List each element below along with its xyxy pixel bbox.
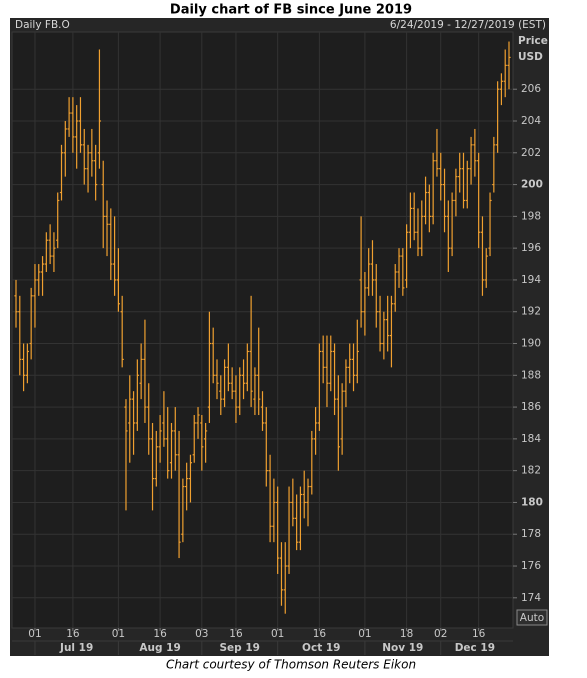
- month-label: Oct 19: [302, 642, 340, 654]
- plot-area: [11, 31, 514, 629]
- y-tick-label: 182: [521, 465, 541, 477]
- auto-label[interactable]: Auto: [520, 612, 544, 624]
- month-label: Aug 19: [139, 642, 180, 654]
- y-tick-label: 198: [521, 210, 541, 222]
- month-label: Dec 19: [455, 642, 495, 654]
- x-tick-label: 03: [195, 628, 208, 640]
- x-tick-label: 02: [434, 628, 447, 640]
- auto-button[interactable]: [516, 609, 548, 626]
- y-tick-label: 178: [521, 528, 541, 540]
- x-tick-label: 16: [153, 628, 167, 640]
- chart-title: Daily chart of FB since June 2019: [170, 3, 412, 18]
- symbol: Daily FB.O: [15, 19, 70, 31]
- y-tick-label: 188: [521, 369, 541, 381]
- y-tick-label: 176: [521, 560, 541, 572]
- y-tick-label: 194: [521, 274, 541, 286]
- caption: Chart courtesy of Thomson Reuters Eikon: [166, 658, 416, 672]
- y-tick-label: 186: [521, 401, 541, 413]
- x-tick-label: 01: [28, 628, 41, 640]
- y-unit: USD: [518, 51, 543, 63]
- month-label: Nov 19: [382, 642, 423, 654]
- y-tick-label: 184: [521, 433, 541, 445]
- y-tick-label: 196: [521, 242, 541, 254]
- x-tick-label: 01: [271, 628, 284, 640]
- date-range: 6/24/2019 - 12/27/2019 (EST): [390, 19, 546, 31]
- y-tick-label: 200: [521, 179, 543, 191]
- y-label: Price: [518, 35, 548, 47]
- x-tick-label: 16: [66, 628, 80, 640]
- y-tick-label: 190: [521, 338, 541, 350]
- x-tick-label: 01: [358, 628, 371, 640]
- y-tick-label: 206: [521, 83, 541, 95]
- y-tick-label: 204: [521, 115, 541, 127]
- y-tick-label: 180: [521, 496, 543, 508]
- month-label: Jul 19: [59, 642, 93, 654]
- month-label: Sep 19: [220, 642, 260, 654]
- x-tick-label: 16: [472, 628, 486, 640]
- x-tick-label: 18: [400, 628, 413, 640]
- y-tick-label: 174: [521, 592, 541, 604]
- x-tick-label: 16: [229, 628, 243, 640]
- x-tick-label: 01: [112, 628, 125, 640]
- y-tick-label: 202: [521, 147, 541, 159]
- y-tick-label: 192: [521, 306, 541, 318]
- x-tick-label: 16: [313, 628, 327, 640]
